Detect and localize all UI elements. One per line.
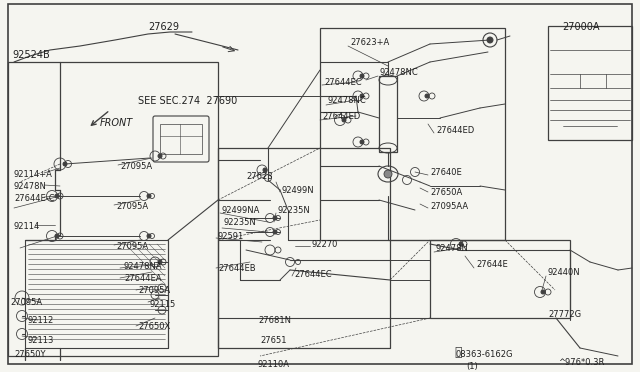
Bar	[379, 76, 397, 152]
Text: 92115: 92115	[150, 300, 176, 309]
Circle shape	[541, 290, 545, 294]
Text: 27644EC: 27644EC	[294, 270, 332, 279]
Text: 27772G: 27772G	[548, 310, 581, 319]
Text: 92110A: 92110A	[258, 360, 290, 369]
Text: 27095AA: 27095AA	[430, 202, 468, 211]
Text: 27095A: 27095A	[10, 298, 42, 307]
Text: 27650X: 27650X	[138, 322, 170, 331]
Text: 27644EA: 27644EA	[124, 274, 161, 283]
Bar	[160, 124, 202, 154]
Text: 92478NC: 92478NC	[380, 68, 419, 77]
Bar	[548, 26, 632, 140]
Bar	[25, 240, 168, 348]
Text: 92113: 92113	[28, 336, 54, 345]
Text: 92591: 92591	[218, 232, 244, 241]
Circle shape	[384, 170, 392, 178]
Text: 27651: 27651	[260, 336, 287, 345]
Text: 92114: 92114	[14, 222, 40, 231]
Text: 27644EB: 27644EB	[218, 264, 255, 273]
Text: 92478NC: 92478NC	[328, 96, 367, 105]
Text: 27095A: 27095A	[116, 202, 148, 211]
Text: 27095A: 27095A	[120, 162, 152, 171]
Text: 92478N: 92478N	[436, 244, 469, 253]
Text: 92440N: 92440N	[548, 268, 580, 277]
Text: 92270: 92270	[312, 240, 339, 249]
Text: SEE SEC.274  27690: SEE SEC.274 27690	[138, 96, 237, 106]
Text: Ⓢ: Ⓢ	[454, 346, 461, 359]
Circle shape	[158, 260, 162, 264]
Circle shape	[55, 194, 59, 198]
Text: 92478NA: 92478NA	[124, 262, 163, 271]
Text: 27640E: 27640E	[430, 168, 461, 177]
Text: 27623+A: 27623+A	[350, 38, 389, 47]
Text: 92235N: 92235N	[224, 218, 257, 227]
Text: 92499N: 92499N	[282, 186, 315, 195]
Text: 92499NA: 92499NA	[222, 206, 260, 215]
Circle shape	[158, 154, 162, 158]
Circle shape	[273, 216, 277, 220]
Text: 08363-6162G: 08363-6162G	[456, 350, 513, 359]
Circle shape	[273, 230, 277, 234]
Circle shape	[55, 234, 59, 238]
Text: 27681N: 27681N	[258, 316, 291, 325]
Text: 27650Y: 27650Y	[14, 350, 45, 359]
Bar	[218, 148, 390, 348]
Text: 92112: 92112	[28, 316, 54, 325]
Circle shape	[487, 37, 493, 43]
Circle shape	[147, 194, 151, 198]
Circle shape	[459, 242, 463, 246]
Text: 27000A: 27000A	[562, 22, 600, 32]
Text: 27095A: 27095A	[116, 242, 148, 251]
Text: ^976*0.3R: ^976*0.3R	[558, 358, 604, 367]
Circle shape	[147, 234, 151, 238]
Text: FRONT: FRONT	[100, 118, 133, 128]
Text: 27644ED: 27644ED	[436, 126, 474, 135]
Text: 92524B: 92524B	[12, 50, 50, 60]
Text: 92235N: 92235N	[278, 206, 311, 215]
Text: (1): (1)	[466, 362, 477, 371]
Text: 27644E-C: 27644E-C	[14, 194, 54, 203]
Circle shape	[425, 94, 429, 98]
FancyBboxPatch shape	[153, 116, 209, 162]
Text: 27644EC: 27644EC	[324, 78, 362, 87]
Circle shape	[342, 118, 346, 122]
Bar	[320, 28, 505, 240]
Circle shape	[360, 74, 364, 78]
Text: 27623: 27623	[246, 172, 273, 181]
Bar	[430, 240, 570, 318]
Text: 27644ED: 27644ED	[322, 112, 360, 121]
Bar	[8, 62, 218, 356]
Circle shape	[360, 94, 364, 98]
Circle shape	[63, 162, 67, 166]
Text: 27095A: 27095A	[138, 286, 170, 295]
Circle shape	[263, 168, 267, 172]
Text: 92114+A: 92114+A	[14, 170, 53, 179]
Text: 27629: 27629	[148, 22, 179, 32]
Text: 27644E: 27644E	[476, 260, 508, 269]
Text: 92478N: 92478N	[14, 182, 47, 191]
Text: 27650A: 27650A	[430, 188, 462, 197]
Circle shape	[360, 140, 364, 144]
